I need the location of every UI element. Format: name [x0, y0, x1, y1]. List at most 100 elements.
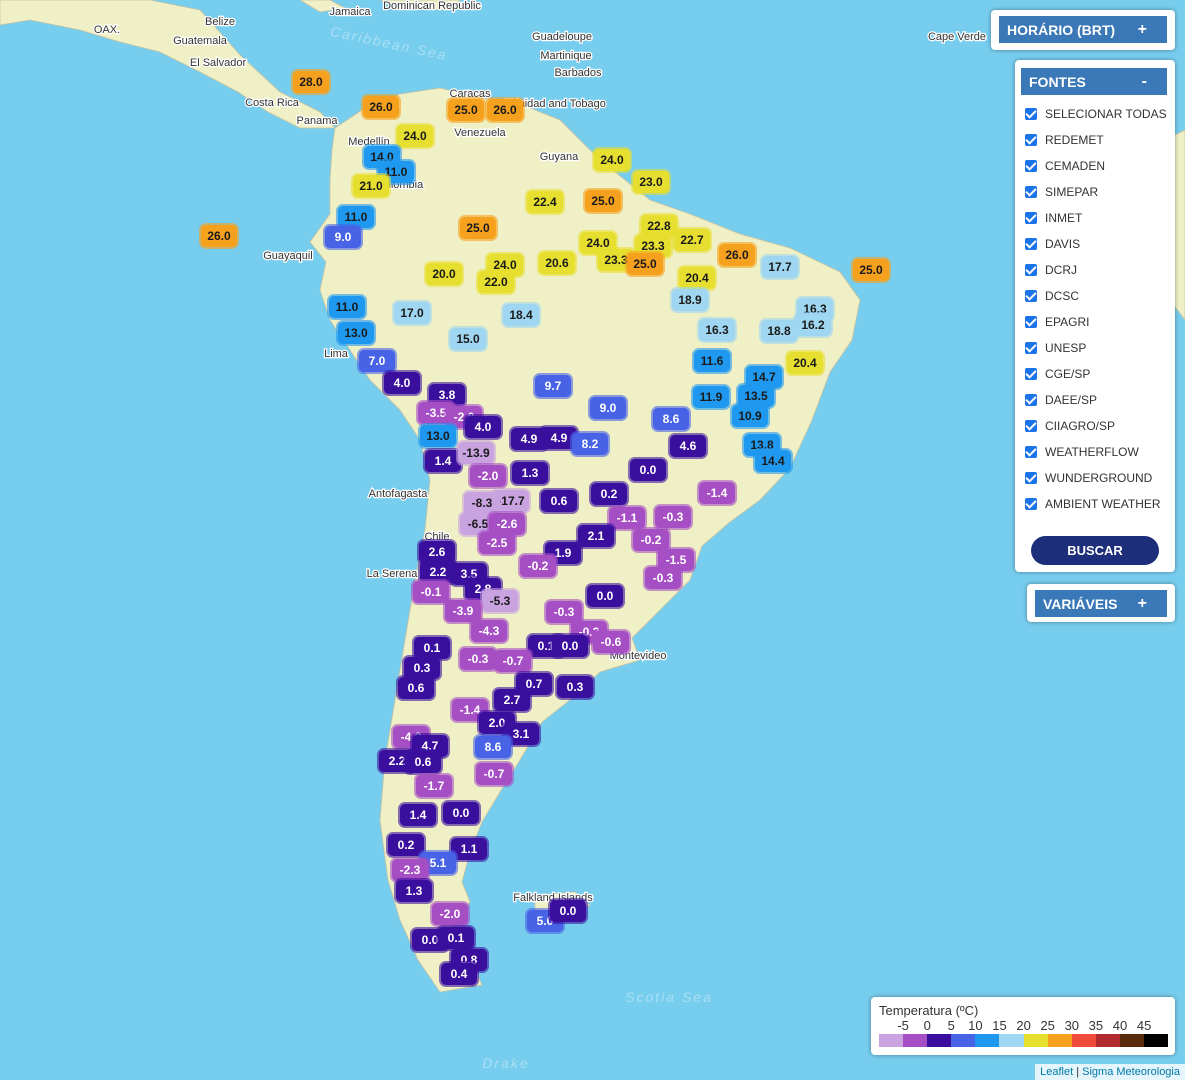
station-marker[interactable]: -0.7 [493, 648, 533, 674]
station-marker[interactable]: -5.3 [480, 588, 520, 614]
variaveis-toggle[interactable]: + [1137, 594, 1147, 612]
checkbox[interactable] [1025, 264, 1037, 276]
checkbox[interactable] [1025, 238, 1037, 250]
station-marker[interactable]: -1.7 [414, 773, 454, 799]
station-marker[interactable]: 24.0 [592, 147, 632, 173]
station-marker[interactable]: 23.3 [596, 247, 636, 273]
station-marker[interactable]: -13.9 [456, 440, 496, 466]
checkbox[interactable] [1025, 212, 1037, 224]
station-marker[interactable]: 20.6 [537, 250, 577, 276]
station-marker[interactable]: -1.4 [697, 480, 737, 506]
station-marker[interactable]: -0.3 [458, 646, 498, 672]
station-marker[interactable]: 11.0 [327, 294, 367, 320]
horario-toggle[interactable]: + [1137, 20, 1147, 38]
source-option[interactable]: DAVIS [1025, 231, 1167, 257]
station-marker[interactable]: 25.0 [851, 257, 891, 283]
source-option[interactable]: AMBIENT WEATHER [1025, 491, 1167, 517]
station-marker[interactable]: 20.4 [785, 350, 825, 376]
source-option[interactable]: DAEE/SP [1025, 387, 1167, 413]
checkbox[interactable] [1025, 498, 1037, 510]
source-link[interactable]: Sigma Meteorologia [1082, 1066, 1180, 1078]
source-option[interactable]: REDEMET [1025, 127, 1167, 153]
station-marker[interactable]: 4.6 [668, 433, 708, 459]
checkbox[interactable] [1025, 368, 1037, 380]
station-marker[interactable]: -0.2 [631, 527, 671, 553]
station-marker[interactable]: 1.3 [394, 878, 434, 904]
station-marker[interactable]: 25.0 [583, 188, 623, 214]
station-marker[interactable]: 1.9 [543, 540, 583, 566]
station-marker[interactable]: 9.0 [588, 395, 628, 421]
station-marker[interactable]: -0.7 [474, 761, 514, 787]
station-marker[interactable]: -8.3 [462, 490, 502, 516]
station-marker[interactable]: 0.6 [539, 488, 579, 514]
source-option[interactable]: UNESP [1025, 335, 1167, 361]
station-marker[interactable]: 0.2 [589, 481, 629, 507]
source-option[interactable]: SIMEPAR [1025, 179, 1167, 205]
station-marker[interactable]: 16.2 [793, 312, 833, 338]
station-marker[interactable]: 11.9 [691, 384, 731, 410]
station-marker[interactable]: 0.2 [386, 832, 426, 858]
station-marker[interactable]: 25.0 [625, 251, 665, 277]
buscar-button[interactable]: BUSCAR [1031, 536, 1159, 565]
source-option[interactable]: CIIAGRO/SP [1025, 413, 1167, 439]
station-marker[interactable]: 2.2 [418, 559, 458, 585]
station-marker[interactable]: 22.4 [525, 189, 565, 215]
station-marker[interactable]: 15.0 [448, 326, 488, 352]
station-marker[interactable]: 18.4 [501, 302, 541, 328]
station-marker[interactable]: 0.1 [412, 635, 452, 661]
station-marker[interactable]: -0.6 [591, 629, 631, 655]
station-marker[interactable]: 0.0 [548, 898, 588, 924]
station-marker[interactable]: 8.2 [570, 431, 610, 457]
station-marker[interactable]: 7.0 [357, 348, 397, 374]
source-option[interactable]: WEATHERFLOW [1025, 439, 1167, 465]
station-marker[interactable]: -0.1 [411, 579, 451, 605]
station-marker[interactable]: 26.0 [199, 223, 239, 249]
station-marker[interactable]: 28.0 [291, 69, 331, 95]
station-marker[interactable]: 24.0 [395, 123, 435, 149]
station-marker[interactable]: 26.0 [717, 242, 757, 268]
station-marker[interactable]: 0.6 [396, 675, 436, 701]
checkbox[interactable] [1025, 446, 1037, 458]
station-marker[interactable]: 9.7 [533, 373, 573, 399]
station-marker[interactable]: 23.0 [631, 169, 671, 195]
station-marker[interactable]: 1.3 [510, 460, 550, 486]
station-marker[interactable]: -0.2 [518, 553, 558, 579]
station-marker[interactable]: 10.9 [730, 403, 770, 429]
station-marker[interactable]: 0.4 [439, 961, 479, 987]
station-marker[interactable]: 24.0 [578, 230, 618, 256]
station-marker[interactable]: 8.6 [473, 734, 513, 760]
station-marker[interactable]: 4.0 [382, 370, 422, 396]
station-marker[interactable]: 17.0 [392, 300, 432, 326]
station-marker[interactable]: 13.0 [418, 423, 458, 449]
source-option[interactable]: DCRJ [1025, 257, 1167, 283]
checkbox[interactable] [1025, 394, 1037, 406]
station-marker[interactable]: 0.0 [441, 800, 481, 826]
station-marker[interactable]: 11.6 [692, 348, 732, 374]
station-marker[interactable]: 20.0 [424, 261, 464, 287]
checkbox[interactable] [1025, 160, 1037, 172]
source-option[interactable]: INMET [1025, 205, 1167, 231]
source-option[interactable]: EPAGRI [1025, 309, 1167, 335]
station-marker[interactable]: -3.9 [443, 598, 483, 624]
checkbox[interactable] [1025, 472, 1037, 484]
station-marker[interactable]: 0.0 [550, 633, 590, 659]
station-marker[interactable]: -0.3 [653, 504, 693, 530]
checkbox[interactable] [1025, 290, 1037, 302]
station-marker[interactable]: 23.3 [633, 233, 673, 259]
station-marker[interactable]: 21.0 [351, 173, 391, 199]
station-marker[interactable]: 1.4 [423, 448, 463, 474]
leaflet-link[interactable]: Leaflet [1040, 1066, 1074, 1078]
station-marker[interactable]: 16.3 [697, 317, 737, 343]
source-option[interactable]: SELECIONAR TODAS [1025, 101, 1167, 127]
station-marker[interactable]: -2.5 [477, 530, 517, 556]
station-marker[interactable]: 9.0 [323, 224, 363, 250]
station-marker[interactable]: 1.1 [449, 836, 489, 862]
station-marker[interactable]: -2.3 [390, 857, 430, 883]
station-marker[interactable]: 20.4 [677, 265, 717, 291]
station-marker[interactable]: 26.0 [361, 94, 401, 120]
station-marker[interactable]: 26.0 [485, 97, 525, 123]
station-marker[interactable]: 22.0 [476, 269, 516, 295]
station-marker[interactable]: -2.0 [430, 901, 470, 927]
station-marker[interactable]: -1.1 [607, 505, 647, 531]
source-option[interactable]: CEMADEN [1025, 153, 1167, 179]
